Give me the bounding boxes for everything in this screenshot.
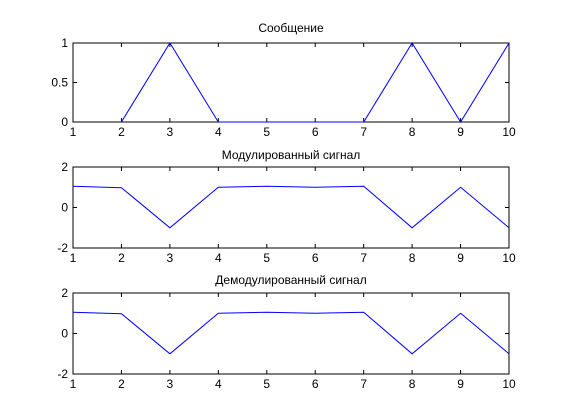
x-tick-label: 10 bbox=[502, 125, 516, 139]
y-tick-label: 0 bbox=[61, 201, 68, 215]
x-tick-label: 1 bbox=[70, 377, 77, 391]
x-tick-label: 4 bbox=[215, 125, 222, 139]
x-tick-label: 7 bbox=[360, 377, 367, 391]
subplot-title: Сообщение bbox=[258, 21, 324, 35]
subplot-title: Демодулированный сигнал bbox=[215, 273, 366, 287]
x-tick-label: 2 bbox=[118, 251, 125, 265]
axes-frame bbox=[72, 166, 510, 249]
x-tick-label: 7 bbox=[360, 251, 367, 265]
x-tick-label: 10 bbox=[502, 377, 516, 391]
subplot-modulated-signal: Модулированный сигнал 1 2 3 4 5 6 7 8 9 10 -2 0 2 bbox=[57, 148, 516, 265]
y-tick-label: 2 bbox=[61, 286, 68, 300]
subplot-demodulated-signal: Демодулированный сигнал 1 2 3 4 5 6 7 8 9 10 -2 0 2 bbox=[57, 273, 516, 391]
x-tick-label: 1 bbox=[70, 251, 77, 265]
x-tick-label: 3 bbox=[167, 377, 174, 391]
x-tick-label: 5 bbox=[263, 251, 270, 265]
y-tick-label: 0.5 bbox=[51, 76, 68, 90]
y-tick-label: -2 bbox=[57, 367, 68, 381]
y-tick-label: 2 bbox=[61, 160, 68, 174]
x-tick-label: 4 bbox=[215, 251, 222, 265]
y-tick-label: -2 bbox=[57, 241, 68, 255]
x-tick-label: 6 bbox=[312, 377, 319, 391]
x-tick-label: 9 bbox=[457, 125, 464, 139]
axes-frame bbox=[72, 292, 510, 375]
x-tick-label: 6 bbox=[312, 251, 319, 265]
y-tick-label: 1 bbox=[61, 36, 68, 50]
x-tick-label: 3 bbox=[167, 251, 174, 265]
y-tick-label: 0 bbox=[61, 327, 68, 341]
series-line bbox=[72, 311, 510, 355]
series-line bbox=[120, 42, 510, 123]
x-tick-label: 4 bbox=[215, 377, 222, 391]
x-tick-label: 10 bbox=[502, 251, 516, 265]
x-tick-label: 8 bbox=[409, 377, 416, 391]
x-tick-label: 3 bbox=[167, 125, 174, 139]
x-tick-label: 8 bbox=[409, 125, 416, 139]
axes-frame bbox=[72, 42, 510, 123]
x-tick-label: 2 bbox=[118, 125, 125, 139]
x-tick-label: 2 bbox=[118, 377, 125, 391]
x-tick-label: 6 bbox=[312, 125, 319, 139]
series-line bbox=[72, 185, 510, 229]
x-tick-label: 7 bbox=[360, 125, 367, 139]
x-tick-label: 9 bbox=[457, 251, 464, 265]
x-tick-label: 5 bbox=[263, 377, 270, 391]
x-tick-label: 1 bbox=[70, 125, 77, 139]
subplot-title: Модулированный сигнал bbox=[222, 148, 361, 162]
x-tick-label: 5 bbox=[263, 125, 270, 139]
subplot-message: Сообщение 1 2 3 4 5 6 7 8 9 10 0 0.5 1 bbox=[51, 21, 516, 139]
x-tick-label: 8 bbox=[409, 251, 416, 265]
y-tick-label: 0 bbox=[61, 115, 68, 129]
x-tick-label: 9 bbox=[457, 377, 464, 391]
